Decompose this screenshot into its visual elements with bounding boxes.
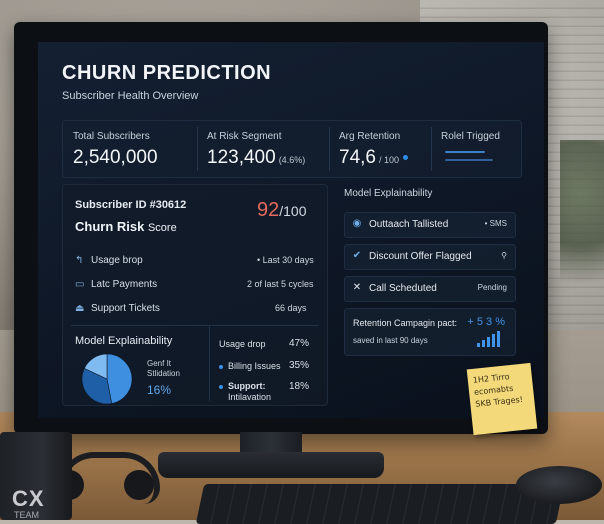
ticket-icon: ⏏ <box>75 303 85 314</box>
factor-tickets[interactable]: ⏏ Support Tickets <box>75 303 160 314</box>
bar <box>487 337 490 347</box>
explainability-pie-chart <box>81 353 133 405</box>
kpi-at-risk[interactable]: At Risk Segment 123,400 (4.6%) <box>197 121 327 177</box>
action-status: Pending <box>477 283 507 292</box>
explain-row-support: Support: Intilavation <box>219 381 271 403</box>
sticky-note: 1H2 Tirro ecomabts SKB Trages! <box>466 362 538 436</box>
kpi-label: Rolel Trigged <box>441 131 500 142</box>
bar <box>477 343 480 347</box>
action-call[interactable]: ✕ Call Scheduted Pending <box>344 276 516 302</box>
kpi-value: 74,6/ 100 <box>339 147 409 169</box>
headphone-cup <box>124 470 154 500</box>
plant <box>560 140 604 320</box>
right-panel-title: Model Explainability <box>344 188 433 199</box>
action-outreach[interactable]: ◉ Outtaach Tallisted • SMS <box>344 212 516 238</box>
kpi-label: Arg Retention <box>339 131 401 142</box>
factor-payments[interactable]: ▭ Latc Payments <box>75 279 158 290</box>
retention-subtitle: saved in last 90 days <box>353 336 428 345</box>
mouse <box>516 466 602 504</box>
factor-payments-value: 2 of last 5 cycles <box>247 279 314 289</box>
explain-value-billing: 35% <box>289 360 310 371</box>
monitor-stand-base <box>158 452 384 478</box>
kpi-label: Total Subscribers <box>73 131 150 142</box>
divider <box>71 325 319 326</box>
sparkline <box>445 151 485 153</box>
action-label: Outtaach Tallisted <box>369 219 449 230</box>
divider <box>209 325 210 401</box>
status-dot <box>403 155 409 161</box>
pie-slice <box>106 353 133 404</box>
kpi-total-subscribers[interactable]: Total Subscribers 2,540,000 <box>63 121 193 177</box>
explain-row-usage: Usage drop <box>219 339 266 349</box>
factor-usage-value: • Last 30 days <box>257 255 314 265</box>
kpi-value: 2,540,000 <box>73 147 158 168</box>
kpi-divider <box>329 127 330 171</box>
explain-row-billing: Billing Issues <box>219 361 281 371</box>
retention-bar-icon <box>477 331 505 347</box>
pie-label: Genf It Stlidation <box>147 359 180 378</box>
page-subtitle: Subscriber Health Overview <box>62 90 199 102</box>
check-icon: ✔ <box>352 250 362 261</box>
factor-usage[interactable]: ↰ Usage brop <box>75 255 143 266</box>
series-dot <box>219 384 223 389</box>
pie-slice <box>81 367 113 405</box>
kpi-role-triggered[interactable]: Rolel Trigged <box>431 121 521 177</box>
action-label: Call Scheduted <box>369 283 437 294</box>
page-title: CHURN PREDICTION <box>62 62 272 84</box>
subscriber-panel: Subscriber ID #30612 Churn Risk Score 92… <box>62 184 328 406</box>
action-label: Discount Offer Flagged <box>369 251 472 262</box>
series-dot <box>219 364 223 369</box>
churn-score: 92/100 <box>257 199 307 221</box>
kpi-row: Total Subscribers 2,540,000 At Risk Segm… <box>62 120 522 178</box>
kpi-divider <box>431 127 432 171</box>
explain-value-usage: 47% <box>289 338 310 349</box>
dashboard-screen: CHURN PREDICTION Subscriber Health Overv… <box>38 42 544 418</box>
factor-tickets-value: 66 days <box>275 303 307 313</box>
kpi-retention[interactable]: Arg Retention 74,6/ 100 <box>329 121 429 177</box>
mug-label: CX <box>12 486 45 511</box>
bar <box>482 340 485 347</box>
explain-value-support: 18% <box>289 381 310 392</box>
kpi-value: 123,400 (4.6%) <box>207 147 306 168</box>
drop-icon: ⚲ <box>501 251 507 260</box>
kpi-divider <box>197 127 198 171</box>
churn-risk-label: Churn Risk Score <box>75 219 177 234</box>
pie-slice <box>83 353 108 380</box>
coffee-mug <box>0 432 72 520</box>
retention-card[interactable]: Retention Campagin pact: + 5 3 % saved i… <box>344 308 516 356</box>
usage-icon: ↰ <box>75 255 84 266</box>
subscriber-id: Subscriber ID #30612 <box>75 199 187 211</box>
action-tag: • SMS <box>484 219 507 228</box>
action-discount[interactable]: ✔ Discount Offer Flagged ⚲ <box>344 244 516 270</box>
target-icon: ◉ <box>352 218 362 229</box>
pie-percent: 16% <box>147 383 172 397</box>
retention-percent: + 5 3 % <box>467 316 505 328</box>
mug-sublabel: TEAM <box>14 510 40 520</box>
close-icon: ✕ <box>352 282 362 293</box>
explainability-title: Model Explainability <box>75 335 173 347</box>
payment-icon: ▭ <box>75 279 85 290</box>
bar <box>492 334 495 347</box>
kpi-label: At Risk Segment <box>207 131 282 142</box>
keyboard <box>195 484 565 524</box>
retention-title: Retention Campagin pact: <box>353 318 458 328</box>
sparkline <box>445 159 493 161</box>
bar <box>497 331 500 347</box>
